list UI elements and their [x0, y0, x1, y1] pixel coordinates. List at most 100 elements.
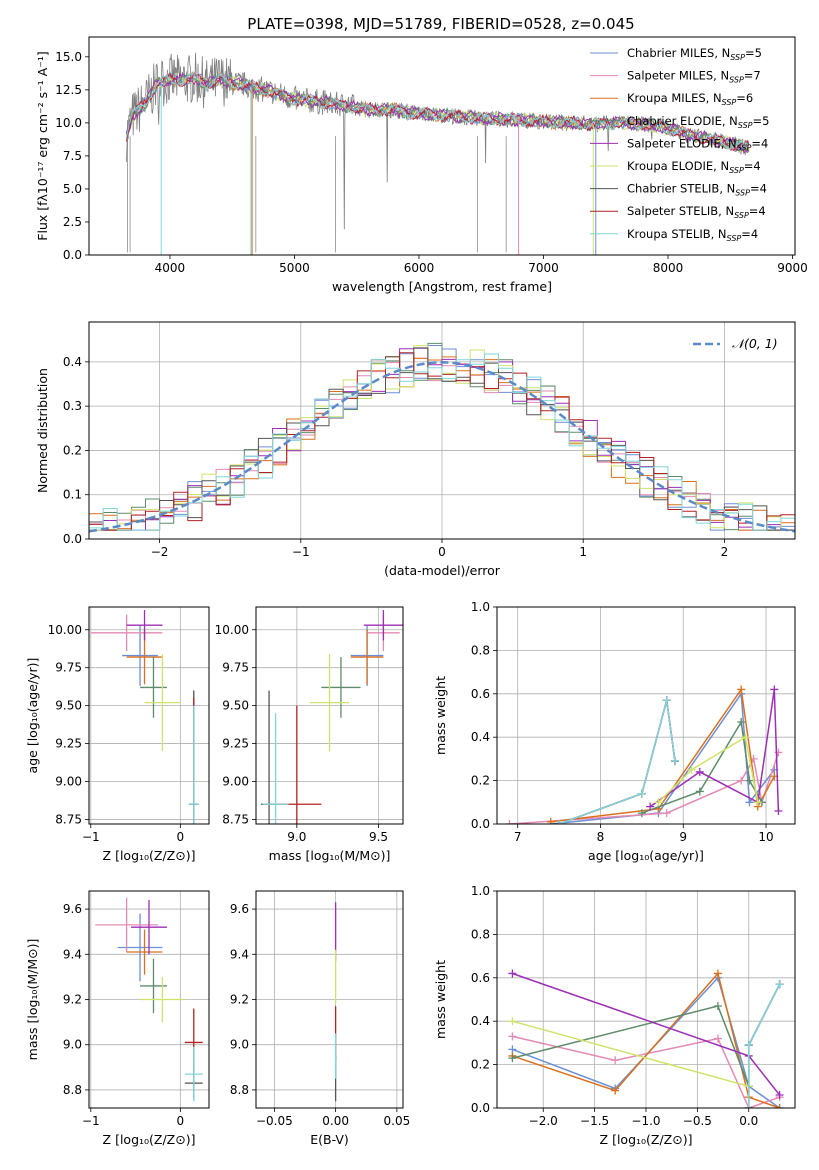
legend-label: Kroupa MILES, N — [627, 91, 722, 105]
y-tick-label: 0.2 — [63, 443, 82, 457]
weight-marker — [611, 1056, 620, 1065]
y-tick-label: 0.2 — [471, 774, 490, 788]
y-tick-label: 0.0 — [63, 532, 82, 546]
weight-line — [512, 1005, 750, 1087]
y-tick-label: 9.50 — [55, 699, 82, 713]
y-tick-label: 9.0 — [230, 1038, 249, 1052]
legend-entry: Chabrier MILES, NSSP=5 — [627, 46, 762, 62]
weight-marker — [753, 798, 762, 807]
y-axis-label: Flux [fλ10⁻¹⁷ erg cm⁻² s⁻¹ A⁻¹] — [35, 51, 50, 240]
axes-frame — [88, 606, 210, 825]
y-tick-label: 0.2 — [471, 1058, 490, 1072]
x-tick-label: 8 — [597, 830, 605, 844]
axes-frame — [255, 606, 404, 825]
x-tick-label: 0 — [177, 830, 185, 844]
x-tick-label: 9 — [679, 830, 687, 844]
axes-frame — [496, 606, 796, 825]
residual-histogram — [89, 353, 795, 531]
x-tick-label: −2 — [151, 545, 169, 559]
y-tick-label: 2.5 — [63, 215, 82, 229]
x-tick-label: −0.5 — [683, 1114, 712, 1128]
x-tick-label: 6000 — [404, 261, 435, 275]
y-tick-label: 9.2 — [63, 993, 82, 1007]
y-tick-label: 9.0 — [63, 1038, 82, 1052]
x-tick-label: 0 — [177, 1114, 185, 1128]
legend-suffix: =7 — [744, 69, 761, 83]
figure-title: PLATE=0398, MJD=51789, FIBERID=0528, z=0… — [247, 15, 634, 33]
legend-sub: SSP — [730, 53, 745, 62]
y-tick-label: 9.50 — [222, 699, 249, 713]
y-tick-label: 9.75 — [55, 661, 82, 675]
weight-marker — [637, 789, 646, 798]
x-tick-label: 0 — [438, 545, 446, 559]
x-axis-label: age [log₁₀(age/yr)] — [588, 848, 704, 863]
weight-marker — [508, 1032, 517, 1041]
weight-marker — [713, 1002, 722, 1011]
axes-frame — [88, 890, 210, 1109]
weight-marker — [775, 1090, 784, 1099]
weight-marker — [775, 980, 784, 989]
y-axis-label: Normed distribution — [35, 368, 50, 493]
model-spectrum-line — [125, 72, 750, 152]
weight-marker — [662, 809, 671, 818]
weight-marker — [695, 787, 704, 796]
weight-marker — [695, 767, 704, 776]
weight-line — [512, 1020, 749, 1088]
weight-marker — [741, 733, 750, 742]
y-tick-label: 9.6 — [63, 902, 82, 916]
y-axis-label: mass weight — [433, 960, 448, 1039]
y-tick-label: 8.8 — [63, 1083, 82, 1097]
legend-entry: Kroupa MILES, NSSP=6 — [627, 91, 753, 107]
x-tick-label: 10 — [758, 830, 773, 844]
panel-z-age: −1 0 8.75 9.00 9.25 9.50 9.75 10.00 Z [log₁₀(Z/Z… — [25, 606, 210, 863]
plot-area — [508, 969, 784, 1108]
y-tick-label: 8.75 — [55, 812, 82, 826]
legend: 𝒩(0, 1) — [693, 336, 778, 351]
weight-line — [558, 700, 676, 824]
legend-entry: Kroupa ELODIE, NSSP=4 — [627, 159, 761, 175]
y-tick-label: 9.00 — [222, 775, 249, 789]
y-tick-label: 9.2 — [230, 993, 249, 1007]
legend-entry: 𝒩(0, 1) — [732, 336, 778, 351]
y-tick-label: 10.0 — [55, 116, 82, 130]
y-tick-label: 8.75 — [222, 812, 249, 826]
panel-z-weight: −2.0 −1.5 −1.0 −0.5 0.0 0.0 0.2 0.4 0.6 0.8 1.0 Z [… — [433, 884, 796, 1147]
y-tick-label: 9.25 — [222, 737, 249, 751]
x-tick-label: 9000 — [777, 261, 808, 275]
legend-label: Salpeter STELIB, N — [627, 204, 734, 218]
weight-marker — [744, 1104, 753, 1108]
x-tick-label: 9.0 — [287, 830, 306, 844]
weight-marker — [770, 685, 779, 694]
y-tick-label: 5.0 — [63, 182, 82, 196]
panel-mass-age: 9.0 9.5 8.75 9.00 9.25 9.50 9.75 10.00 mass [log… — [215, 606, 404, 863]
legend-entry: Chabrier ELODIE, NSSP=5 — [627, 114, 769, 130]
weight-marker — [637, 809, 646, 818]
legend-entry: Kroupa STELIB, NSSP=4 — [627, 227, 758, 243]
x-tick-label: −1 — [82, 1114, 100, 1128]
y-tick-label: 8.8 — [230, 1083, 249, 1097]
model-spectrum-line — [126, 71, 750, 153]
x-tick-label: −1.5 — [580, 1114, 609, 1128]
x-tick-label: 7 — [514, 830, 522, 844]
x-tick-label: 0.05 — [384, 1114, 411, 1128]
axes-frame — [496, 890, 796, 1109]
x-axis-label: E(B-V) — [310, 1132, 349, 1147]
legend-entry: Salpeter ELODIE, NSSP=4 — [627, 136, 768, 152]
weight-marker — [508, 1017, 517, 1026]
legend-sub: SSP — [727, 234, 742, 243]
weight-marker — [744, 1041, 753, 1050]
x-axis-label: Z [log₁₀(Z/Z⊙)] — [103, 1132, 196, 1147]
y-axis-label: mass [log₁₀(M/M⊙)] — [25, 939, 40, 1061]
y-axis-label: age [log₁₀(age/yr)] — [25, 658, 40, 774]
legend-label: Kroupa STELIB, N — [627, 227, 727, 241]
weight-marker — [505, 820, 514, 824]
y-tick-label: 9.00 — [55, 775, 82, 789]
model-spectrum-line — [125, 70, 750, 151]
panel-residuals: −2 −1 0 1 2 0.0 0.1 0.2 0.3 0.4 (data-model)/error… — [35, 321, 796, 578]
normal-curve — [89, 361, 795, 533]
y-tick-label: 0.1 — [63, 488, 82, 502]
legend-suffix: =5 — [753, 114, 770, 128]
weight-marker — [713, 969, 722, 978]
